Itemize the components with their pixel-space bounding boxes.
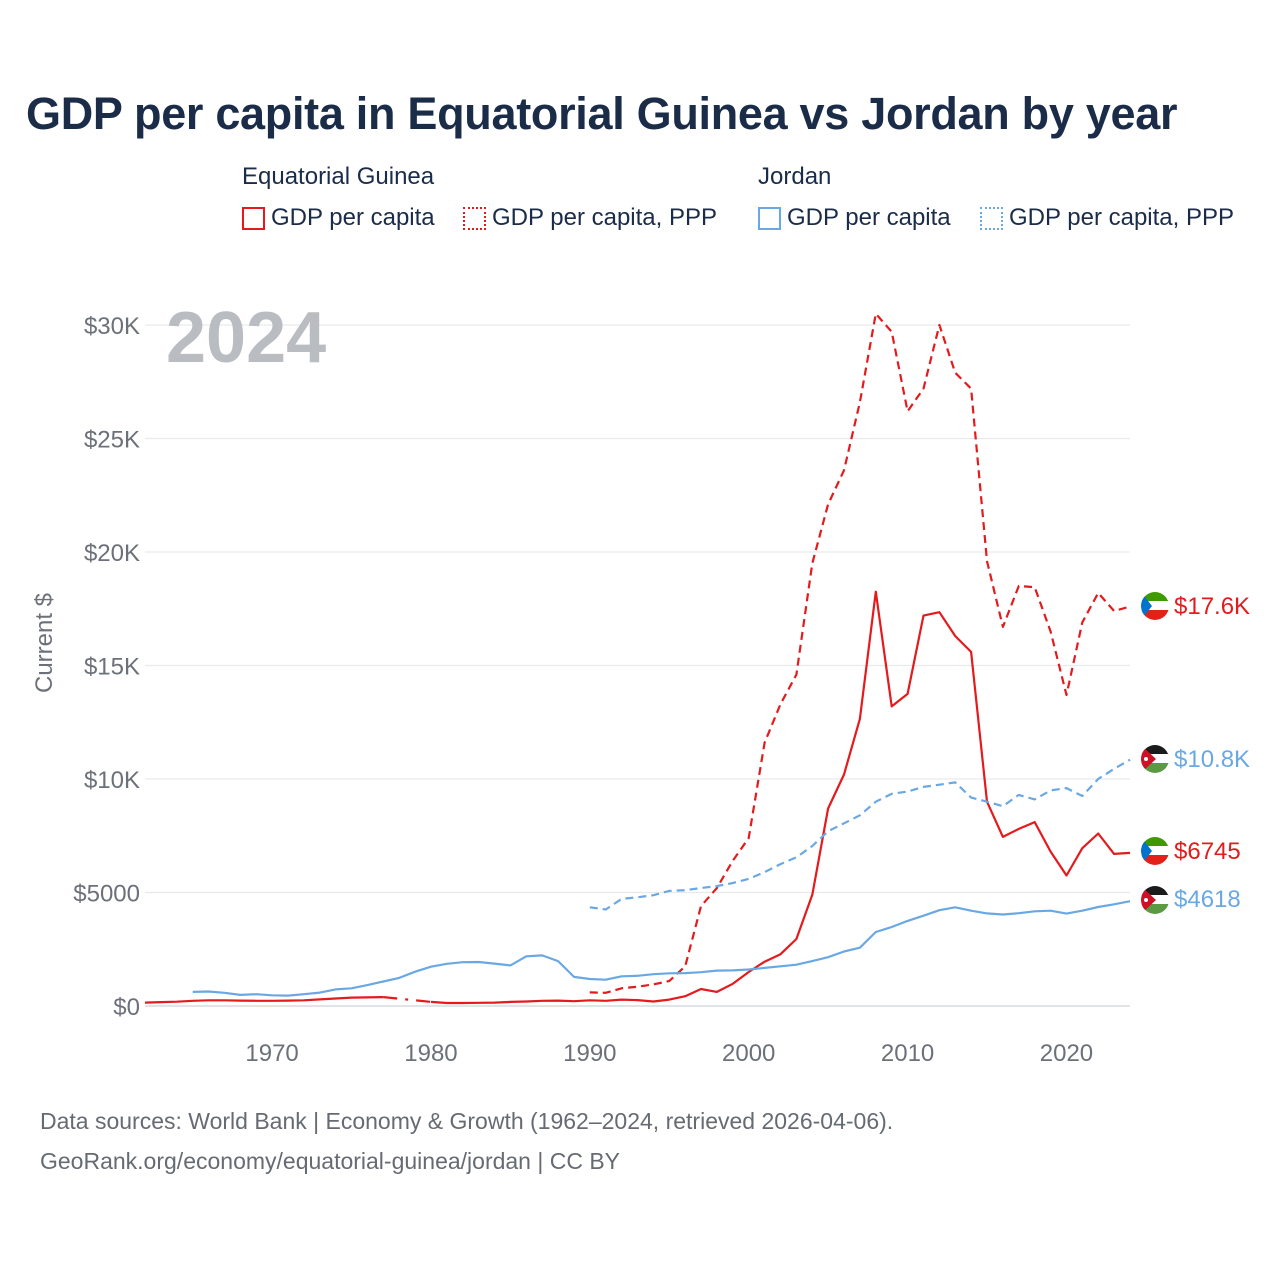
- legend-label: GDP per capita, PPP: [492, 204, 717, 231]
- series-line-equatorial-guinea-gdp-per-capita: [383, 996, 432, 1003]
- x-tick-label: 2020: [1040, 1040, 1093, 1067]
- series-line-equatorial-guinea-gdp-per-capita: [430, 590, 1131, 1005]
- legend-item-jordan-gdp[interactable]: GDP per capita: [758, 204, 951, 232]
- legend-label: GDP per capita: [787, 204, 951, 231]
- legend-item-jordan-gdp-ppp[interactable]: GDP per capita, PPP: [980, 204, 1234, 232]
- legend-swatch-solid-red: [242, 206, 265, 230]
- series-line-jordan-gdp-per-capita-ppp: [589, 758, 1131, 911]
- footer-sources: Data sources: World Bank | Economy & Gro…: [40, 1108, 894, 1134]
- legend-label: GDP per capita: [271, 204, 435, 231]
- end-label-jordan-gdp-ppp: $10.8K: [1174, 746, 1250, 773]
- legend-group-equatorial-guinea: Equatorial Guinea: [242, 163, 435, 190]
- legend-swatch-dotted-blue: [980, 206, 1003, 230]
- x-tick-label: 1990: [563, 1040, 616, 1067]
- legend-item-eq-guinea-gdp-ppp[interactable]: GDP per capita, PPP: [463, 204, 717, 232]
- series-line-jordan-gdp-per-capita: [192, 900, 1131, 997]
- end-label-jordan-gdp: $4618: [1174, 886, 1241, 913]
- chart-title: GDP per capita in Equatorial Guinea vs J…: [26, 88, 1178, 139]
- legend-label: GDP per capita, PPP: [1009, 204, 1234, 231]
- legend-item-eq-guinea-gdp[interactable]: GDP per capita: [242, 204, 435, 232]
- x-tick-label: 1970: [245, 1040, 298, 1067]
- legend-group-jordan: Jordan: [758, 163, 832, 190]
- equatorial-guinea-flag-icon: [1141, 837, 1169, 865]
- jordan-flag-icon: [1141, 886, 1169, 914]
- x-tick-label: 2000: [722, 1040, 775, 1067]
- y-tick-label: $30K: [84, 313, 140, 340]
- y-tick-label: $10K: [84, 767, 140, 794]
- line-chart: $0 $5000 $10K $15K $20K $25K $30K 1970 1980 1990 2…: [31, 298, 1250, 1067]
- series-line-equatorial-guinea-gdp-per-capita-ppp: [589, 312, 1131, 994]
- equatorial-guinea-flag-icon: [1141, 592, 1169, 620]
- x-tick-label: 1980: [404, 1040, 457, 1067]
- end-label-eq-guinea-gdp: $6745: [1174, 838, 1241, 865]
- legend-swatch-solid-blue: [758, 206, 781, 230]
- x-tick-label: 2010: [881, 1040, 934, 1067]
- y-tick-label: $25K: [84, 427, 140, 454]
- y-tick-label: $15K: [84, 654, 140, 681]
- jordan-flag-icon: [1141, 745, 1169, 773]
- year-watermark: 2024: [166, 298, 326, 378]
- y-axis-label: Current $: [31, 593, 58, 693]
- footer-url: GeoRank.org/economy/equatorial-guinea/jo…: [40, 1148, 621, 1174]
- end-label-eq-guinea-gdp-ppp: $17.6K: [1174, 593, 1250, 620]
- y-tick-label: $20K: [84, 540, 140, 567]
- y-tick-label: $0: [113, 994, 140, 1021]
- y-tick-label: $5000: [73, 881, 140, 908]
- series-line-equatorial-guinea-gdp-per-capita: [144, 996, 384, 1004]
- legend-swatch-dotted-red: [463, 206, 486, 230]
